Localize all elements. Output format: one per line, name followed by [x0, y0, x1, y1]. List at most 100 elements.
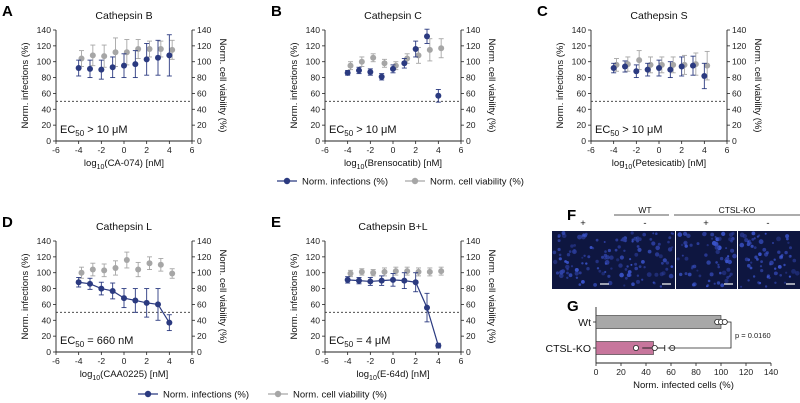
x-axis-label-post: (Petesicatib) [nM]: [632, 158, 706, 169]
x-tick-label: -2: [633, 145, 641, 155]
nucleus-dot: [725, 259, 729, 264]
nucleus-dot: [696, 242, 700, 246]
ec50-sub: 50: [75, 129, 84, 138]
nucleus-dot: [630, 231, 634, 235]
nucleus-dot: [774, 281, 777, 284]
nucleus-dot: [653, 281, 656, 285]
nucleus-dot: [684, 256, 689, 261]
nucleus-dot: [626, 273, 631, 278]
nucleus-dot: [777, 265, 782, 269]
y-tick-label-right: 140: [466, 236, 481, 246]
nucleus-dot: [555, 271, 560, 275]
nucleus-dot: [768, 276, 771, 280]
y-tick-label-right: 40: [732, 104, 742, 114]
data-point: [344, 69, 351, 76]
series-viability: [347, 266, 445, 278]
nucleus-dot: [774, 267, 777, 270]
y-tick-label-left: 100: [306, 268, 321, 278]
x-axis-label: log10(E-64d) [nM]: [356, 369, 429, 382]
chart-title: Cathepsin B+L: [358, 221, 427, 233]
nucleus-dot: [691, 283, 696, 287]
nucleus-dot: [665, 267, 669, 271]
data-point: [356, 277, 362, 284]
data-point: [392, 268, 399, 275]
nucleus-dot: [566, 271, 569, 275]
data-point: [435, 342, 442, 349]
y-tick-label-left: 60: [310, 299, 320, 309]
y-tick-label-left: 20: [41, 120, 51, 130]
x-axis-label: Norm. infected cells (%): [633, 380, 734, 391]
nucleus-dot: [751, 238, 755, 241]
x-axis-label: log10(CA-074) [nM]: [84, 158, 164, 171]
panel-letter: C: [537, 3, 548, 20]
x-tick-label: 6: [190, 356, 195, 366]
nucleus-dot: [717, 265, 720, 269]
x-tick-label: 120: [739, 367, 754, 377]
data-point: [690, 62, 696, 69]
data-point: [358, 58, 365, 65]
nucleus-dot: [583, 254, 586, 257]
nucleus-dot: [583, 234, 587, 238]
nucleus-dot: [627, 270, 632, 274]
nucleus-dot: [558, 253, 562, 257]
nucleus-dot: [707, 279, 711, 283]
legend-infections-label: Norm. infections (%): [302, 177, 388, 188]
nucleus-dot: [670, 265, 674, 268]
nucleus-dot: [575, 276, 579, 279]
y-axis-label-right: Norm. cell viability (%): [217, 250, 228, 344]
replicate-point: [633, 344, 640, 351]
y-tick-label-left: 60: [41, 299, 51, 309]
y-tick-label-right: 20: [197, 120, 207, 130]
x-tick-label: -6: [321, 145, 329, 155]
x-tick-label: -4: [344, 145, 352, 155]
nucleus-dot: [730, 239, 733, 243]
nucleus-dot: [617, 245, 621, 249]
data-point: [135, 266, 142, 273]
nucleus-dot: [753, 246, 757, 250]
y-tick-label-right: 140: [197, 236, 212, 246]
y-tick-label-left: 80: [41, 73, 51, 83]
series-infections: [344, 272, 442, 349]
y-tick-label-left: 40: [41, 315, 51, 325]
y-tick-label-left: 80: [41, 284, 51, 294]
data-point: [132, 61, 139, 68]
data-point: [367, 278, 374, 285]
x-tick-label: -2: [367, 356, 375, 366]
micrograph-wt-plus: [552, 231, 614, 289]
x-axis-label-sub: 10: [624, 164, 632, 171]
nucleus-dot: [680, 243, 684, 247]
data-point: [656, 65, 662, 72]
nucleus-dot: [578, 283, 582, 286]
x-tick-label: -6: [52, 356, 60, 366]
nucleus-dot: [630, 263, 633, 266]
x-tick-label: 4: [436, 356, 441, 366]
x-tick-label: -4: [75, 356, 83, 366]
x-tick-label: 6: [459, 356, 464, 366]
data-point: [166, 52, 173, 59]
nucleus-dot: [651, 241, 656, 246]
chart-title: Cathepsin B: [95, 10, 152, 22]
y-tick-label-left: 60: [41, 88, 51, 98]
nucleus-dot: [765, 251, 769, 255]
nucleus-dot: [762, 247, 767, 252]
nucleus-dot: [731, 237, 735, 241]
data-point: [169, 46, 176, 53]
x-axis-label-pre: log: [612, 158, 625, 169]
x-tick-label: 2: [413, 145, 418, 155]
y-tick-label-left: 100: [306, 57, 321, 67]
series-infections: [75, 34, 173, 80]
nucleus-dot: [751, 231, 756, 236]
data-point: [701, 72, 708, 79]
nucleus-dot: [619, 272, 624, 278]
y-tick-label-right: 100: [197, 57, 212, 67]
nucleus-dot: [729, 272, 733, 276]
data-point: [415, 268, 422, 275]
x-tick-label: 0: [122, 145, 127, 155]
nucleus-dot: [725, 247, 728, 250]
nucleus-dot: [667, 240, 670, 244]
nucleus-dot: [719, 256, 724, 261]
data-point: [401, 60, 408, 67]
nucleus-dot: [769, 263, 772, 266]
